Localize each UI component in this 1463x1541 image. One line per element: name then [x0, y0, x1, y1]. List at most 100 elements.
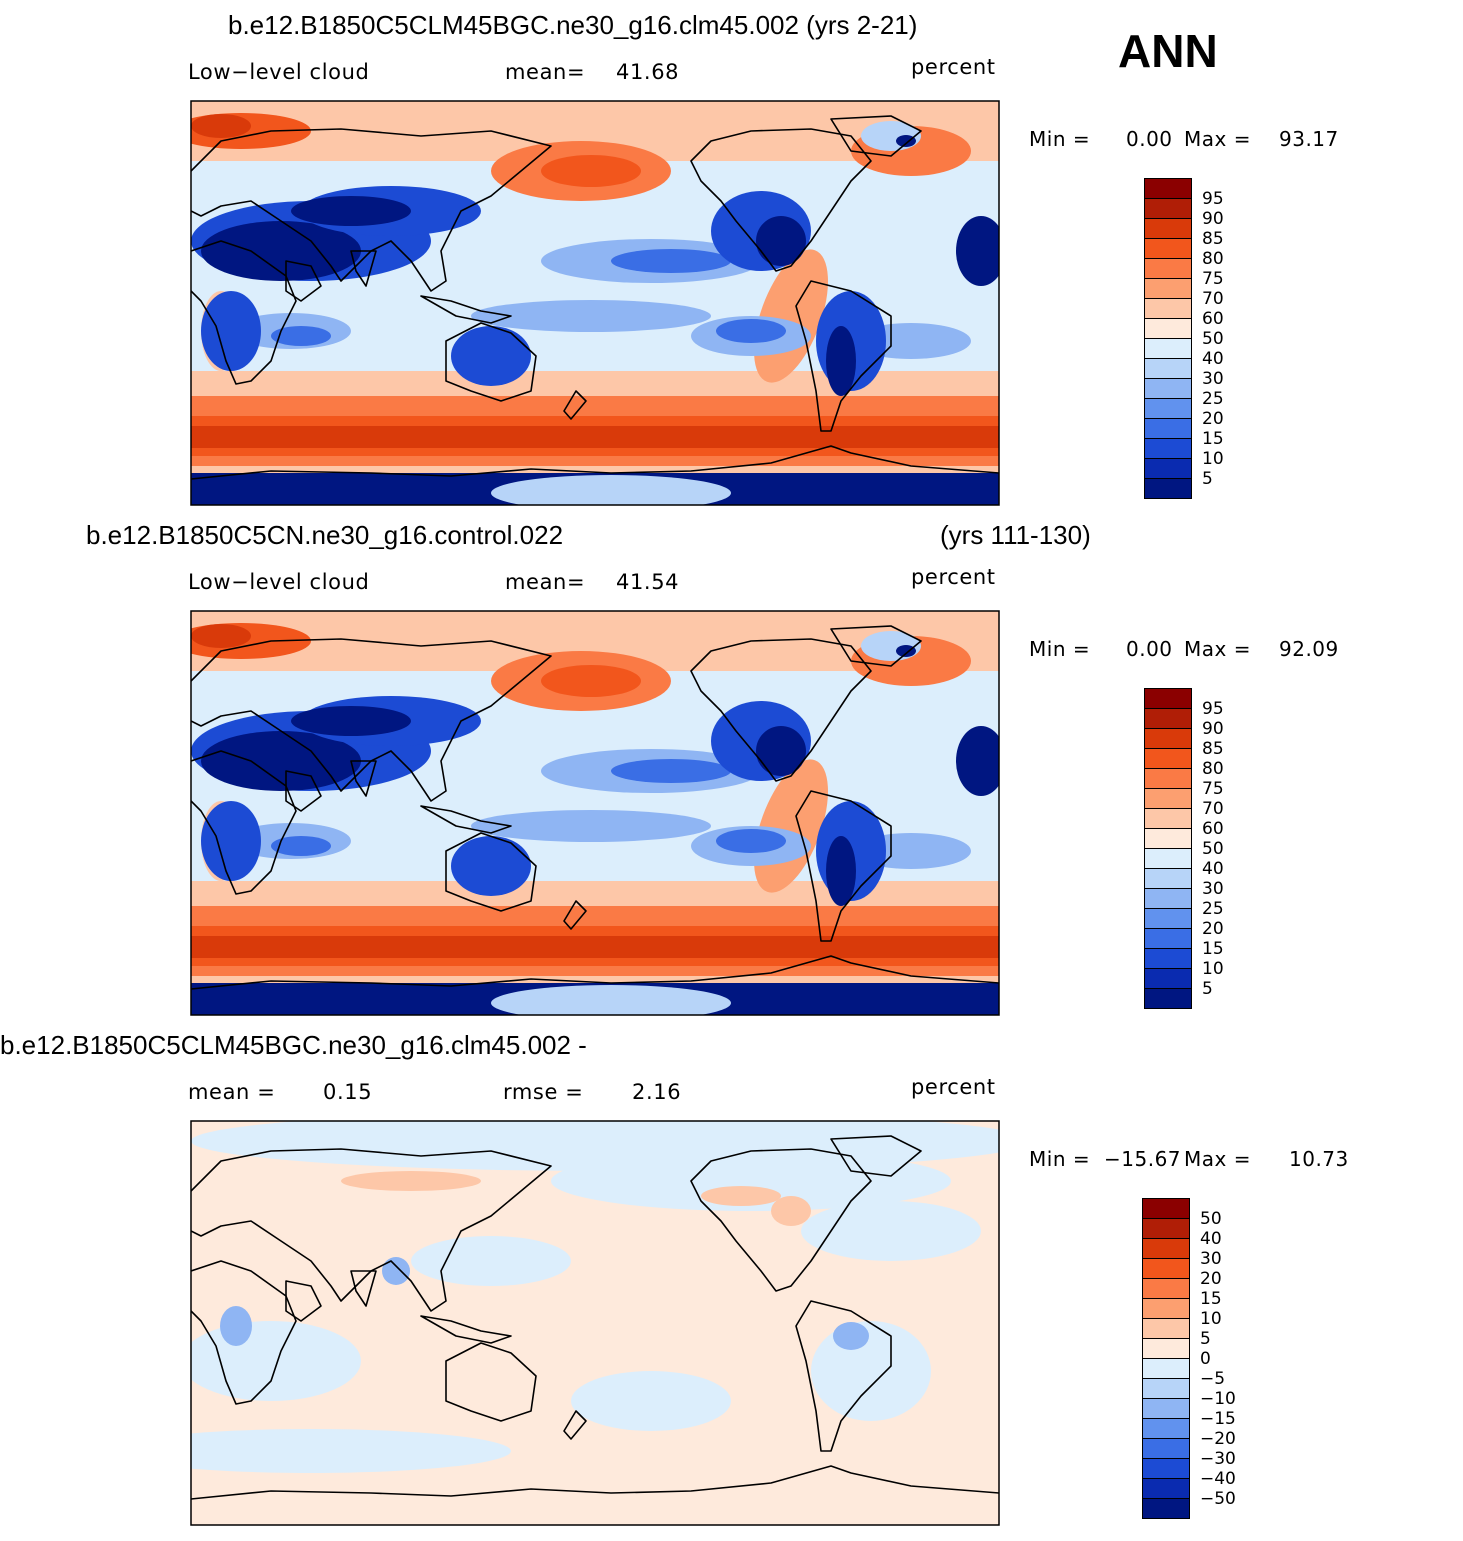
colorbar-swatch: [1144, 178, 1192, 199]
panel1-colorbar: 95 90 85 80 75 70 60 50 40 30 25 20 15 10 5: [1144, 178, 1254, 505]
panel1-variable-label: Low−level cloud: [188, 60, 370, 84]
colorbar-swatch: [1144, 218, 1192, 239]
colorbar-swatch: [1144, 688, 1192, 709]
colorbar-swatch: [1142, 1198, 1190, 1219]
colorbar-swatch: [1144, 988, 1192, 1009]
colorbar-tick-label: 60: [1202, 309, 1224, 329]
colorbar-tick-label: 15: [1200, 1289, 1222, 1309]
panel3-min-label: Min =: [1029, 1147, 1091, 1171]
panel1-units: percent: [911, 55, 996, 79]
colorbar-swatch: [1144, 338, 1192, 359]
colorbar-tick-label: 95: [1202, 699, 1224, 719]
colorbar-swatch: [1142, 1218, 1190, 1239]
panel3-mean-value: 0.15: [323, 1080, 373, 1104]
colorbar-tick-label: 25: [1202, 389, 1224, 409]
colorbar-tick-label: 40: [1202, 349, 1224, 369]
colorbar-tick-label: 85: [1202, 739, 1224, 759]
colorbar-tick-label: 95: [1202, 189, 1224, 209]
colorbar-tick-label: 90: [1202, 209, 1224, 229]
panel3-rmse-value: 2.16: [632, 1080, 682, 1104]
colorbar-swatch: [1142, 1498, 1190, 1519]
panel1-case-title: b.e12.B1850C5CLM45BGC.ne30_g16.clm45.002…: [228, 10, 918, 40]
panel3-colorbar: 50 40 30 20 15 10 5 0 −5 −10 −15 −20 −30 −40 −50: [1142, 1198, 1252, 1525]
colorbar-tick-label: 5: [1200, 1329, 1211, 1349]
colorbar-tick-label: 20: [1202, 919, 1224, 939]
colorbar-swatch: [1144, 748, 1192, 769]
panel3-max-label: Max =: [1184, 1147, 1251, 1171]
colorbar-swatch: [1144, 318, 1192, 339]
panel1-min-label: Min =: [1029, 127, 1091, 151]
colorbar-swatch: [1142, 1378, 1190, 1399]
colorbar-tick-label: 70: [1202, 289, 1224, 309]
panel1-min-value: 0.00: [1126, 127, 1173, 151]
colorbar-tick-label: 30: [1202, 879, 1224, 899]
colorbar-swatch: [1142, 1438, 1190, 1459]
colorbar-swatch: [1144, 478, 1192, 499]
map-svg: [190, 610, 1000, 1016]
colorbar-tick-label: 50: [1202, 329, 1224, 349]
panel2-max-label: Max =: [1184, 637, 1251, 661]
colorbar-swatch: [1144, 418, 1192, 439]
colorbar-swatch: [1144, 868, 1192, 889]
panel3-min-value: −15.67: [1104, 1147, 1182, 1171]
colorbar-tick-label: 25: [1202, 899, 1224, 919]
panel3-rmse-label: rmse =: [503, 1080, 584, 1104]
colorbar-swatch: [1144, 358, 1192, 379]
panel2-max-value: 92.09: [1279, 637, 1339, 661]
colorbar-swatch: [1142, 1358, 1190, 1379]
panel3-map: [190, 1120, 1000, 1526]
colorbar-swatch: [1144, 398, 1192, 419]
colorbar-tick-label: −20: [1200, 1429, 1236, 1449]
colorbar-tick-label: 30: [1200, 1249, 1222, 1269]
panel3-mean-label: mean =: [188, 1080, 276, 1104]
colorbar-tick-label: 15: [1202, 429, 1224, 449]
colorbar-swatch: [1144, 298, 1192, 319]
panel2-mean-label: mean=: [505, 570, 586, 594]
colorbar-swatch: [1144, 808, 1192, 829]
panel3-max-value: 10.73: [1289, 1147, 1349, 1171]
colorbar-tick-label: −5: [1200, 1369, 1225, 1389]
colorbar-swatch: [1142, 1278, 1190, 1299]
colorbar-swatch: [1144, 728, 1192, 749]
colorbar-tick-label: −30: [1200, 1449, 1236, 1469]
colorbar-tick-label: 80: [1202, 759, 1224, 779]
colorbar-tick-label: 5: [1202, 469, 1213, 489]
panel3-title-clip: b.e12.B1850C5CLM45BGC.ne30_g16.clm45.002…: [0, 1030, 1000, 1064]
colorbar-tick-label: 20: [1202, 409, 1224, 429]
colorbar-swatch: [1142, 1418, 1190, 1439]
colorbar-tick-label: −15: [1200, 1409, 1236, 1429]
panel1-mean-label: mean=: [505, 60, 586, 84]
colorbar-tick-label: 80: [1202, 249, 1224, 269]
panel2-min-label: Min =: [1029, 637, 1091, 661]
colorbar-swatch: [1144, 238, 1192, 259]
colorbar-swatch: [1144, 458, 1192, 479]
colorbar-swatch: [1144, 968, 1192, 989]
colorbar-swatch: [1144, 278, 1192, 299]
map-svg: [190, 1120, 1000, 1526]
colorbar-tick-label: −40: [1200, 1469, 1236, 1489]
panel2-min-value: 0.00: [1126, 637, 1173, 661]
colorbar-swatch: [1142, 1458, 1190, 1479]
colorbar-swatch: [1142, 1318, 1190, 1339]
panel1-max-value: 93.17: [1279, 127, 1339, 151]
panel2-units: percent: [911, 565, 996, 589]
colorbar-swatch: [1144, 258, 1192, 279]
colorbar-swatch: [1142, 1238, 1190, 1259]
panel1-map: [190, 100, 1000, 506]
colorbar-tick-label: 0: [1200, 1349, 1211, 1369]
colorbar-tick-label: 75: [1202, 779, 1224, 799]
panel2-case-title: b.e12.B1850C5CN.ne30_g16.control.022: [86, 520, 564, 550]
colorbar-tick-label: 50: [1200, 1209, 1222, 1229]
panel2-colorbar: 95 90 85 80 75 70 60 50 40 30 25 20 15 10 5: [1144, 688, 1254, 1015]
colorbar-tick-label: 40: [1200, 1229, 1222, 1249]
colorbar-tick-label: 75: [1202, 269, 1224, 289]
colorbar-tick-label: 10: [1202, 449, 1224, 469]
colorbar-swatch: [1142, 1258, 1190, 1279]
colorbar-swatch: [1144, 928, 1192, 949]
colorbar-swatch: [1142, 1398, 1190, 1419]
colorbar-tick-label: −10: [1200, 1389, 1236, 1409]
colorbar-swatch: [1142, 1478, 1190, 1499]
colorbar-tick-label: 70: [1202, 799, 1224, 819]
colorbar-tick-label: 20: [1200, 1269, 1222, 1289]
